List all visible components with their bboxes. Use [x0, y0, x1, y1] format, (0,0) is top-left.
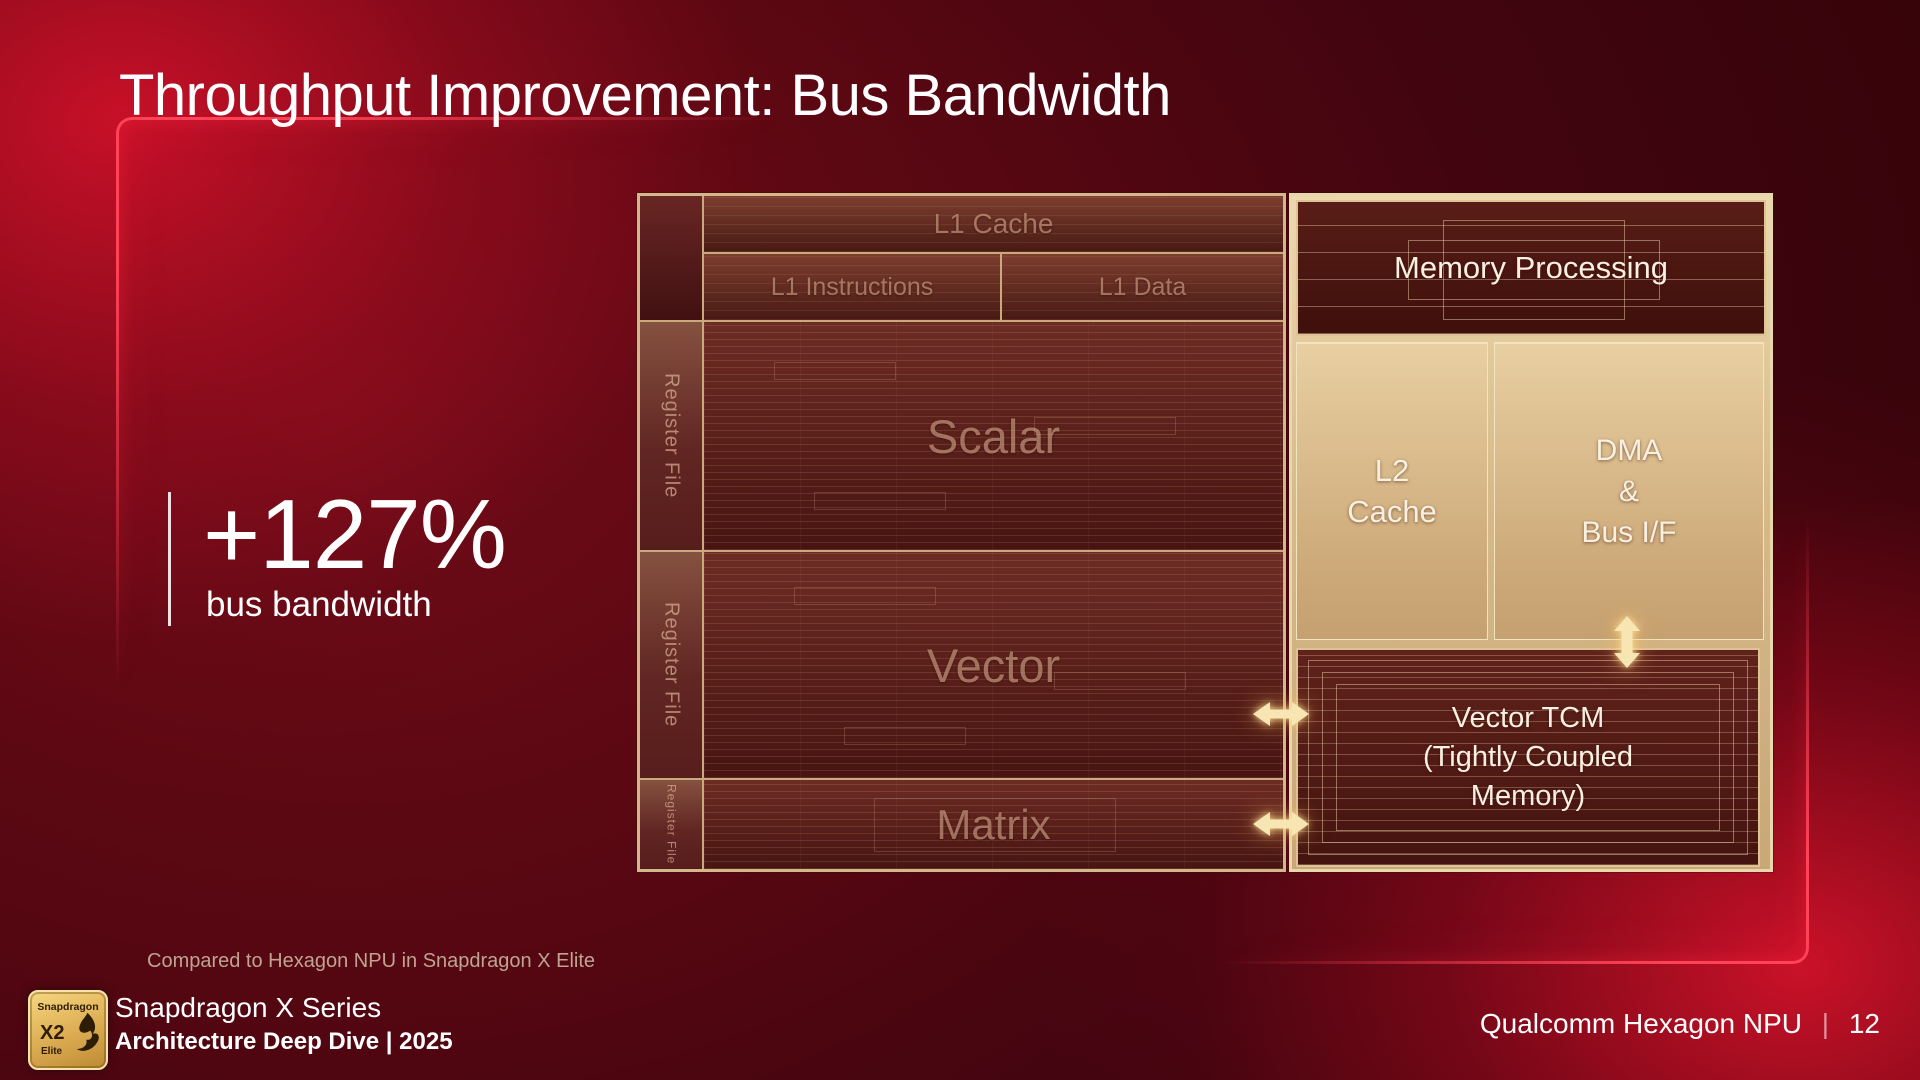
- memory-processing-block: Memory Processing: [1296, 200, 1766, 336]
- flame-icon: [76, 1012, 99, 1051]
- matrix-tcm-bidirectional-arrow-icon: [1253, 809, 1309, 839]
- vector-tcm-label-line: Vector TCM: [1451, 702, 1605, 734]
- logo-tier-text: Elite: [41, 1046, 63, 1057]
- scalar-block: Scalar: [704, 322, 1283, 550]
- matrix-block: Matrix: [704, 780, 1283, 869]
- slide-title: Throughput Improvement: Bus Bandwidth: [119, 63, 1171, 128]
- comparison-footnote: Compared to Hexagon NPU in Snapdragon X …: [147, 950, 596, 972]
- dma-label-line: Bus I/F: [1581, 515, 1677, 549]
- l1-data-block: L1 Data: [1002, 254, 1283, 320]
- vector-tcm-bidirectional-arrow-icon: [1253, 699, 1309, 729]
- l2-cache-block: L2 Cache: [1296, 342, 1488, 640]
- dma-bus-if-block: DMA & Bus I/F: [1494, 342, 1764, 640]
- logo-brand-text: Snapdragon: [37, 1001, 99, 1013]
- l1-instructions-block: L1 Instructions: [704, 254, 1000, 320]
- vector-tcm-label-line: Memory): [1470, 780, 1586, 812]
- footer-page-label: Qualcomm Hexagon NPU: [1479, 1008, 1802, 1039]
- footer-brand-line1: Snapdragon X Series: [115, 992, 382, 1023]
- dma-label-line: DMA: [1595, 433, 1663, 467]
- matrix-label: Matrix: [936, 800, 1051, 848]
- dma-label-line: &: [1618, 474, 1639, 508]
- stat-label: bus bandwidth: [206, 585, 432, 624]
- footer-separator: |: [1821, 1008, 1830, 1039]
- footer-page-number: 12: [1848, 1008, 1880, 1039]
- compute-cluster-panel: Register File Register File Register Fil…: [637, 193, 1286, 872]
- register-file-matrix: Register File: [640, 780, 702, 869]
- left-column-top-segment: [640, 196, 702, 320]
- l1-cache-block: L1 Cache: [704, 196, 1283, 252]
- vector-block: Vector: [704, 552, 1283, 778]
- footer-brand-line2: Architecture Deep Dive | 2025: [115, 1028, 453, 1055]
- l2-cache-label-line: L2: [1374, 453, 1410, 488]
- dma-tcm-bidirectional-arrow-icon: [1611, 616, 1643, 668]
- footer-page-info: Qualcomm Hexagon NPU | 12: [0, 1008, 1880, 1040]
- snapdragon-x2-elite-logo: Snapdragon X2 Elite: [28, 990, 108, 1070]
- scalar-label: Scalar: [926, 409, 1061, 463]
- register-file-vector: Register File: [640, 552, 702, 778]
- logo-chip-text: X2: [40, 1022, 65, 1044]
- stat-divider-bar: [168, 492, 171, 626]
- vector-label: Vector: [926, 638, 1061, 692]
- memory-processing-label: Memory Processing: [1394, 250, 1668, 285]
- memory-panel: Memory Processing L2 Cache DMA & Bus I/F…: [1289, 193, 1773, 872]
- vector-tcm-block: Vector TCM (Tightly Coupled Memory): [1296, 648, 1760, 867]
- l2-cache-label-line: Cache: [1347, 494, 1437, 529]
- vector-tcm-label-line: (Tightly Coupled: [1422, 741, 1634, 773]
- register-file-scalar: Register File: [640, 322, 702, 550]
- stat-value: +127%: [203, 479, 507, 589]
